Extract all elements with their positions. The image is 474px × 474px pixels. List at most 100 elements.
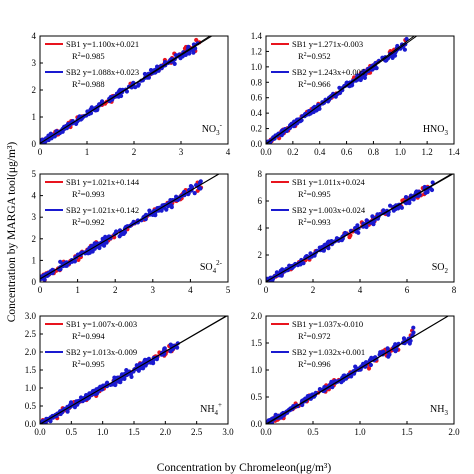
sb2-legend-text: SB2 y=1.021x+0.142 <box>66 205 139 215</box>
x-tick-label: 0.6 <box>341 147 353 157</box>
sb2-point <box>344 80 349 85</box>
y-tick-label: 0.2 <box>251 124 262 134</box>
sb2-point <box>136 82 141 87</box>
sb2-point <box>105 380 110 385</box>
sb1-legend-text: SB1 y=1.271x-0.003 <box>292 39 363 49</box>
sb2-point <box>363 360 369 365</box>
y-axis-label: Concentration by MARGA tool(μg/m³) <box>6 142 18 323</box>
y-tick-label: 0.0 <box>251 419 263 429</box>
sb1-r2: R2=0.985 <box>72 51 105 61</box>
x-tick-label: 0.2 <box>287 147 298 157</box>
y-tick-label: 0.0 <box>25 419 37 429</box>
sb1-r2: R2=0.952 <box>298 51 331 61</box>
sb2-point <box>122 376 127 381</box>
sb2-point <box>118 232 123 237</box>
y-tick-label: 1.4 <box>251 31 263 41</box>
y-tick-label: 2 <box>258 250 263 260</box>
y-tick-label: 1.0 <box>25 383 37 393</box>
x-tick-label: 1.2 <box>422 147 433 157</box>
sb2-point <box>368 362 373 368</box>
y-tick-label: 0.5 <box>251 392 263 402</box>
species-label: SO2 <box>432 262 449 275</box>
sb2-point <box>197 180 203 185</box>
plot-area <box>40 36 213 144</box>
x-tick-label: 3 <box>151 285 156 295</box>
sb2-fit-line <box>266 174 454 282</box>
sb2-point <box>374 66 379 71</box>
sb2-point <box>375 212 380 217</box>
y-tick-label: 2 <box>32 234 37 244</box>
sb2-point <box>118 380 123 385</box>
x-tick-label: 1.0 <box>97 427 109 437</box>
sb2-point <box>154 357 159 362</box>
y-tick-label: 0 <box>258 277 263 287</box>
sb2-point <box>187 51 192 56</box>
x-tick-label: 0.8 <box>368 147 380 157</box>
y-tick-label: 2.0 <box>251 311 263 321</box>
sb2-point <box>403 195 409 200</box>
y-tick-label: 0.4 <box>251 108 263 118</box>
sb1-r2: R2=0.994 <box>72 331 105 341</box>
sb2-point <box>369 355 374 360</box>
sb2-point <box>317 387 322 392</box>
sb2-point <box>364 224 369 230</box>
y-tick-label: 5 <box>32 169 37 179</box>
sb2-legend-text: SB2 y=1.088x+0.023 <box>66 67 139 77</box>
sb2-point <box>325 240 330 245</box>
sb2-point <box>188 184 193 189</box>
x-tick-label: 0 <box>38 147 43 157</box>
panel-nh3: 0.0 0.5 1.0 1.5 2.0 0.0 0.5 1.0 1.5 2.0 SB1 y=1.03… <box>251 311 460 437</box>
y-tick-label: 1.0 <box>251 365 263 375</box>
sb1-legend-text: SB1 y=1.011x+0.024 <box>292 177 366 187</box>
sb2-point <box>182 189 187 195</box>
plot-area <box>40 316 228 424</box>
sb2-point <box>89 105 94 110</box>
y-tick-label: 2.5 <box>25 329 37 339</box>
sb2-point <box>164 207 169 212</box>
y-tick-label: 0.0 <box>251 139 263 149</box>
y-tick-label: 4 <box>32 31 37 41</box>
sb2-point <box>178 56 183 61</box>
sb2-point <box>159 208 164 213</box>
sb2-fit-line <box>40 316 228 424</box>
sb2-point <box>65 409 70 414</box>
y-tick-label: 3.0 <box>25 311 37 321</box>
x-tick-label: 4 <box>188 285 193 295</box>
sb1-legend-text: SB1 y=1.100x+0.021 <box>66 39 139 49</box>
x-tick-label: 3 <box>179 147 184 157</box>
sb2-point <box>370 214 375 219</box>
sb1-legend-text: SB1 y=1.037x-0.010 <box>292 319 363 329</box>
sb2-point <box>169 203 174 208</box>
sb2-point <box>311 109 316 115</box>
sb2-point <box>356 230 361 235</box>
sb2-point <box>402 47 407 52</box>
sb2-point <box>386 354 391 359</box>
x-tick-label: 0.5 <box>66 427 78 437</box>
x-tick-label: 6 <box>405 285 410 295</box>
sb2-point <box>430 180 435 185</box>
sb2-point <box>393 349 398 354</box>
y-tick-label: 1 <box>32 255 37 265</box>
sb1-point <box>194 37 199 43</box>
y-tick-label: 4 <box>258 223 263 233</box>
sb1-r2: R2=0.972 <box>298 331 331 341</box>
sb2-point <box>148 360 153 365</box>
sb2-point <box>404 36 409 42</box>
sb2-point <box>124 368 129 373</box>
sb2-point <box>280 267 285 272</box>
sb1-legend-text: SB1 y=1.007x-0.003 <box>66 319 137 329</box>
sb2-point <box>72 259 77 264</box>
sb2-point <box>166 204 171 209</box>
sb2-point <box>129 374 134 379</box>
x-tick-label: 2 <box>311 285 316 295</box>
sb2-point <box>287 263 292 268</box>
panel-so2: 0 2 4 6 8 0 2 4 6 8 SB1 y=1.011x+0.024 R2=0.995 SB2 … <box>258 169 457 295</box>
sb2-point <box>155 64 160 69</box>
sb1-r2: R2=0.995 <box>298 189 331 199</box>
x-tick-label: 2.5 <box>191 427 203 437</box>
sb2-legend-text: SB2 y=1.032x+0.001 <box>292 347 365 357</box>
x-tick-label: 2.0 <box>160 427 172 437</box>
y-tick-label: 6 <box>258 196 263 206</box>
y-tick-label: 1.5 <box>25 365 37 375</box>
x-tick-label: 3.0 <box>222 427 234 437</box>
